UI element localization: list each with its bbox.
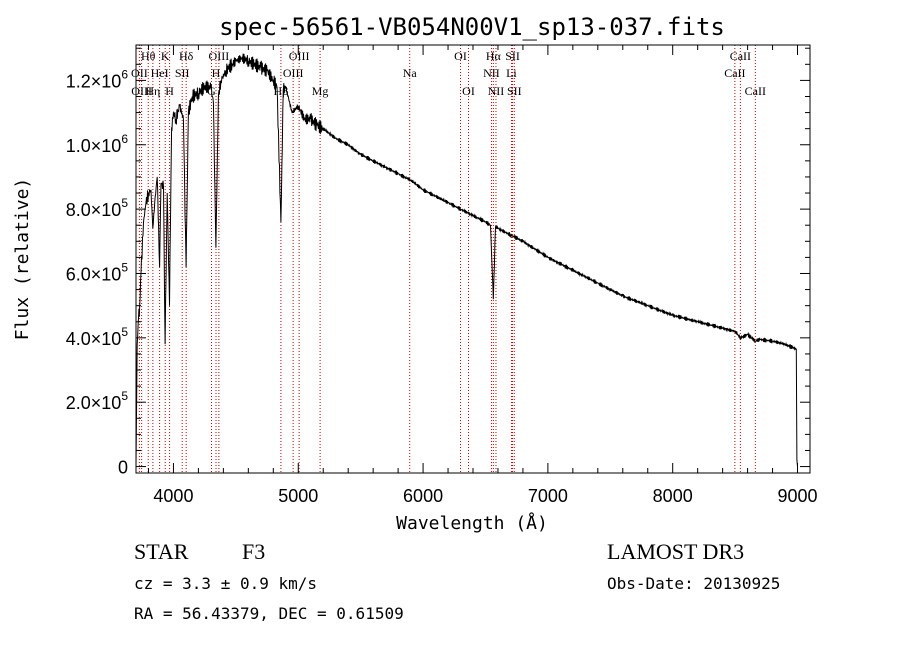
y-tick-label-2: 4.0×105 (66, 325, 129, 349)
plot-frame (135, 44, 811, 474)
line-label-13: OIII (283, 66, 304, 80)
line-label-19: Hα (486, 49, 502, 63)
x-tick-label-0: 4000 (153, 486, 193, 506)
y-axis-label: Flux (relative) (12, 178, 33, 341)
object-class: STAR (134, 539, 189, 564)
line-label-17: OI (454, 49, 467, 63)
radec-value: RA = 56.43379, DEC = 0.61509 (134, 604, 404, 623)
spectral-line-markers (138, 45, 756, 473)
spectrum-series-flux (135, 53, 798, 467)
line-label-16: Na (403, 66, 418, 80)
x-tick-label-5: 9000 (777, 486, 817, 506)
y-tick-label-6: 1.2×106 (66, 67, 129, 91)
y-tick-label-4: 8.0×105 (66, 196, 129, 220)
y-axis-ticks: 0 2.0×105 4.0×105 6.0×105 8.0×105 1.0×106 1.2×… (66, 47, 810, 478)
y-tick-label-1: 2.0×105 (66, 389, 129, 413)
x-tick-label-3: 7000 (528, 486, 568, 506)
object-subclass: F3 (242, 539, 265, 564)
line-label-18: OI (462, 84, 475, 98)
line-label-25: CaII (730, 49, 751, 63)
x-tick-label-4: 8000 (653, 486, 693, 506)
line-label-21: NII (488, 84, 505, 98)
line-label-10: H (212, 66, 221, 80)
x-axis-label: Wavelength (Å) (396, 512, 548, 534)
line-label-1: OII (131, 66, 148, 80)
line-label-0: Hθ (141, 49, 156, 63)
line-label-12: OIII (289, 49, 310, 63)
y-tick-label-3: 6.0×105 (66, 260, 129, 284)
line-label-22: SII (505, 49, 520, 63)
obs-date: Obs-Date: 20130925 (607, 574, 780, 593)
line-label-9: OIII (209, 49, 230, 63)
line-label-24: SII (507, 84, 522, 98)
line-label-5: Hη (145, 84, 160, 98)
survey-name: LAMOST DR3 (607, 539, 744, 564)
line-label-26: CaII (724, 66, 745, 80)
line-label-15: Mg (312, 84, 329, 98)
line-label-27: CaII (745, 84, 766, 98)
line-label-4: HeI (151, 66, 169, 80)
line-label-7: SII (175, 66, 190, 80)
x-tick-label-1: 5000 (278, 486, 318, 506)
y-tick-label-5: 1.0×106 (66, 132, 129, 156)
cz-value: cz = 3.3 ± 0.9 km/s (134, 574, 317, 593)
x-tick-label-2: 6000 (403, 486, 443, 506)
y-tick-label-0: 0 (118, 458, 128, 478)
line-label-20: NII (483, 66, 500, 80)
line-label-3: K (161, 49, 170, 63)
line-label-23: Li (506, 66, 517, 80)
line-label-8: H (165, 84, 174, 98)
line-label-6: Hδ (179, 49, 194, 63)
chart-title: spec-56561-VB054N00V1_sp13-037.fits (219, 13, 725, 41)
x-axis-ticks: 4000 5000 6000 7000 8000 9000 (147, 45, 818, 506)
